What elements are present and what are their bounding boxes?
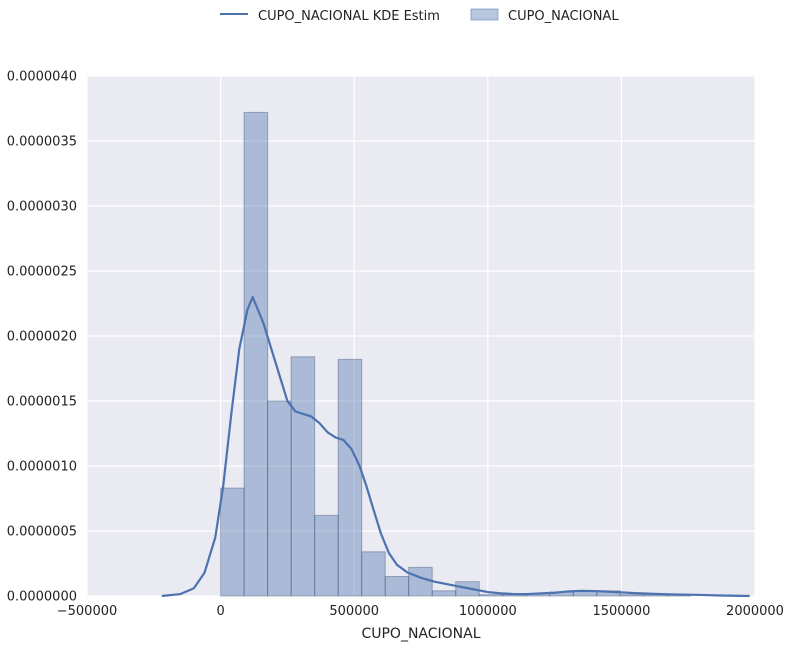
legend: CUPO_NACIONAL KDE Estim CUPO_NACIONAL	[220, 8, 619, 24]
legend-kde-label: CUPO_NACIONAL KDE Estim	[258, 9, 440, 24]
histogram-bar	[384, 576, 410, 597]
histogram-bar	[220, 487, 245, 597]
y-tick-label: 0.0000015	[7, 395, 77, 410]
y-tick-label: 0.0000025	[7, 265, 77, 280]
y-tick-labels: 0.0000000 0.0000005 0.0000010 0.0000015 0.00…	[7, 70, 77, 605]
legend-hist-label: CUPO_NACIONAL	[508, 9, 619, 24]
grid-lines	[86, 75, 756, 597]
y-tick-label: 0.0000020	[7, 330, 77, 345]
y-tick-label: 0.0000010	[7, 460, 77, 475]
histogram-bar	[478, 594, 504, 597]
x-tick-label: −500000	[57, 604, 118, 619]
histogram-bar	[619, 594, 645, 597]
kde-line-group	[161, 295, 750, 598]
histogram-bar	[337, 358, 363, 597]
histogram-bar	[290, 356, 316, 597]
histogram-bar	[243, 111, 269, 597]
x-tick-label: 1000000	[459, 604, 517, 619]
histogram-bar	[267, 400, 292, 597]
kde-line	[161, 295, 750, 598]
x-tick-label: 1500000	[592, 604, 650, 619]
x-axis-title: CUPO_NACIONAL	[361, 626, 480, 642]
y-tick-label: 0.0000000	[7, 590, 77, 605]
histogram-bar	[431, 590, 457, 597]
y-tick-label: 0.0000040	[7, 70, 77, 85]
histogram-bar	[408, 566, 433, 597]
histogram-bar	[361, 551, 386, 597]
x-tick-label: 2000000	[726, 604, 784, 619]
legend-hist-swatch	[470, 8, 499, 21]
x-tick-label: 0	[216, 604, 224, 619]
y-tick-label: 0.0000005	[7, 525, 77, 540]
x-tick-label: 500000	[329, 604, 379, 619]
histogram-bar	[314, 514, 339, 597]
y-tick-label: 0.0000030	[7, 200, 77, 215]
y-tick-label: 0.0000035	[7, 135, 77, 150]
histogram-bars	[220, 111, 692, 597]
x-tick-labels: −500000 0 500000 1000000 1500000 2000000	[57, 604, 784, 619]
